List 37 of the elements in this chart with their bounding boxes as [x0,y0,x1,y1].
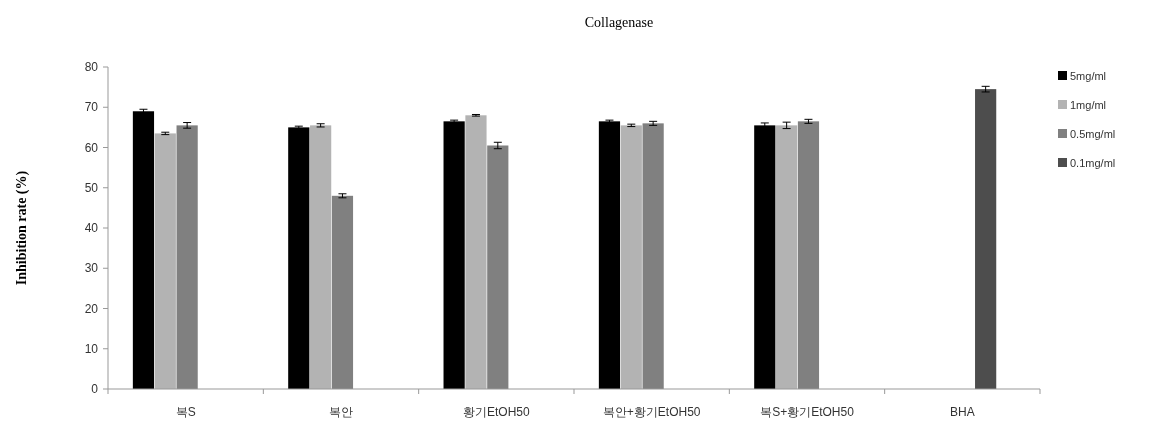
bar [754,125,776,389]
legend-label: 0.5mg/ml [1070,128,1116,140]
y-tick-label: 50 [84,180,99,195]
y-tick-label: 20 [84,301,99,316]
x-tick-label: 복S [175,405,196,419]
chart-title: Collagenase [584,15,654,30]
y-tick-label: 10 [84,341,99,356]
legend-label: 5mg/ml [1070,70,1107,82]
y-tick-label: 30 [84,261,99,276]
y-tick-label: 60 [84,140,99,155]
x-tick-label: 복S+황기EtOH50 [760,405,855,419]
x-tick-label: BHA [949,405,975,419]
x-tick-label: 복안 [329,405,353,419]
bar [331,195,354,389]
y-tick-label: 0 [91,382,99,396]
bar [154,133,176,389]
y-tick-label: 70 [84,100,99,115]
legend-label: 0.1mg/ml [1070,157,1116,169]
x-tick-label: 복안+황기EtOH50 [602,405,701,419]
bar [642,123,664,389]
y-tick-label: 80 [84,60,99,74]
legend-label: 1mg/ml [1070,99,1107,111]
bar [797,121,820,389]
bar [598,121,621,389]
bar [620,125,642,389]
bar [975,89,997,389]
bar [487,145,509,389]
x-tick-label: 황기EtOH50 [462,405,530,419]
y-tick-label: 40 [84,221,99,235]
bar [132,111,155,389]
y-axis-title: Inhibition rate (%) [14,170,30,286]
bar [465,115,487,389]
bar [288,127,310,389]
bar [443,121,465,389]
bar [310,125,332,389]
bar [776,125,798,389]
bar [176,125,198,389]
